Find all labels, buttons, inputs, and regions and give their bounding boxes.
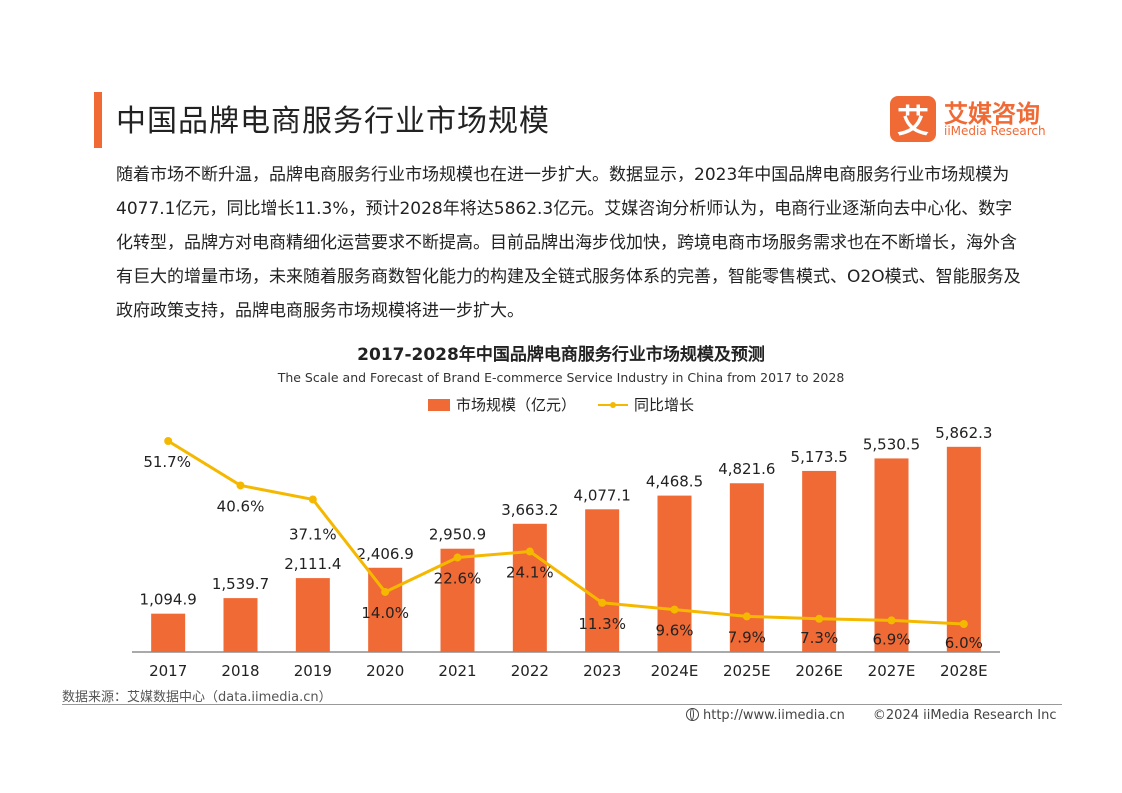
legend-label-line: 同比增长	[634, 396, 695, 414]
x-tick-2019: 2019	[294, 662, 332, 680]
growth-label-2020: 14.0%	[361, 604, 409, 622]
growth-point-2017	[164, 437, 173, 445]
legend-line-swatch	[598, 399, 628, 411]
bar-2028E	[946, 446, 981, 652]
growth-label-2018: 40.6%	[217, 497, 265, 515]
growth-point-2027E	[887, 616, 896, 625]
chart-subtitle: The Scale and Forecast of Brand E-commer…	[277, 370, 845, 385]
bar-label-2027E: 5,530.5	[863, 435, 920, 453]
x-tick-2024E: 2024E	[651, 662, 699, 680]
copyright: ©2024 iiMedia Research Inc	[872, 708, 1057, 723]
brand-logo: 艾 艾媒咨询 iiMedia Research	[890, 96, 1060, 144]
x-tick-2026E: 2026E	[795, 662, 843, 680]
bar-label-2024E: 4,468.5	[646, 473, 703, 491]
bar-label-2022: 3,663.2	[501, 501, 558, 519]
x-tick-2017: 2017	[149, 662, 187, 680]
bar-2023	[585, 509, 620, 652]
bar-2021	[440, 548, 475, 652]
bar-label-2025E: 4,821.6	[718, 460, 775, 478]
footer-divider	[62, 704, 1062, 705]
bar-label-2019: 2,111.4	[284, 555, 341, 573]
growth-label-2027E: 6.9%	[872, 630, 910, 648]
logo-name-cn: 艾媒咨询	[944, 100, 1040, 128]
bar-2022	[512, 523, 547, 652]
growth-point-2022	[525, 547, 534, 556]
globe-icon	[686, 708, 699, 721]
legend-label-bar: 市场规模（亿元）	[455, 396, 576, 414]
logo-mark-icon: 艾	[890, 96, 936, 142]
body-paragraph: 随着市场不断升温，品牌电商服务行业市场规模也在进一步扩大。数据显示，2023年中…	[116, 165, 1021, 321]
x-tick-2028E: 2028E	[940, 662, 988, 680]
bar-2025E	[729, 483, 764, 652]
bar-2020	[368, 567, 403, 652]
page-title: 中国品牌电商服务行业市场规模	[116, 104, 550, 139]
data-source: 数据来源：艾媒数据中心（data.iimedia.cn）	[62, 690, 332, 705]
growth-label-2024E: 9.6%	[655, 622, 693, 640]
bar-label-2021: 2,950.9	[429, 526, 486, 544]
growth-line	[167, 439, 964, 626]
growth-label-2022: 24.1%	[506, 564, 554, 582]
bar-label-2028E: 5,862.3	[935, 424, 992, 442]
growth-point-2023	[598, 598, 607, 607]
x-tick-2025E: 2025E	[723, 662, 771, 680]
legend-item-line: 同比增长	[598, 394, 694, 415]
bar-2019	[295, 578, 330, 652]
chart-legend: 市场规模（亿元） 同比增长	[0, 394, 1122, 415]
x-tick-2022: 2022	[511, 662, 549, 680]
bar-2017	[151, 613, 186, 652]
bar-label-2017: 1,094.9	[140, 591, 197, 609]
bar-label-2020: 2,406.9	[357, 545, 414, 563]
growth-point-2018	[236, 481, 245, 490]
growth-point-2021	[453, 553, 462, 562]
growth-point-2026E	[815, 614, 824, 623]
growth-label-2028E: 6.0%	[945, 634, 983, 652]
x-tick-2021: 2021	[438, 662, 476, 680]
x-tick-2023: 2023	[583, 662, 621, 680]
growth-label-2026E: 7.3%	[800, 629, 838, 647]
bar-label-2026E: 5,173.5	[791, 448, 848, 466]
bar-label-2018: 1,539.7	[212, 575, 269, 593]
legend-item-bar: 市场规模（亿元）	[427, 394, 576, 415]
bar-2026E	[802, 470, 837, 652]
growth-label-2025E: 7.9%	[728, 628, 766, 646]
logo-name-en: iiMedia Research	[944, 124, 1046, 138]
chart-title: 2017-2028年中国品牌电商服务行业市场规模及预测	[357, 345, 765, 365]
growth-label-2017: 51.7%	[143, 453, 191, 471]
growth-point-2024E	[670, 605, 679, 614]
growth-point-2019	[308, 495, 317, 504]
growth-label-2023: 11.3%	[578, 615, 626, 633]
x-tick-2020: 2020	[366, 662, 404, 680]
legend-bar-swatch	[427, 398, 450, 411]
growth-point-2028E	[959, 620, 968, 628]
bar-2018	[223, 598, 258, 652]
bar-2024E	[657, 495, 692, 652]
growth-point-2025E	[742, 612, 751, 621]
bar-label-2023: 4,077.1	[574, 486, 631, 504]
title-accent-bar	[94, 92, 102, 148]
growth-point-2020	[381, 587, 390, 596]
growth-label-2021: 22.6%	[434, 570, 482, 588]
footer: http://www.iimedia.cn ©2024 iiMedia Rese…	[686, 708, 1057, 723]
x-tick-2027E: 2027E	[868, 662, 916, 680]
website-link[interactable]: http://www.iimedia.cn	[686, 708, 845, 723]
growth-label-2019: 37.1%	[289, 525, 337, 543]
website-url: http://www.iimedia.cn	[703, 708, 845, 723]
x-tick-2018: 2018	[221, 662, 259, 680]
